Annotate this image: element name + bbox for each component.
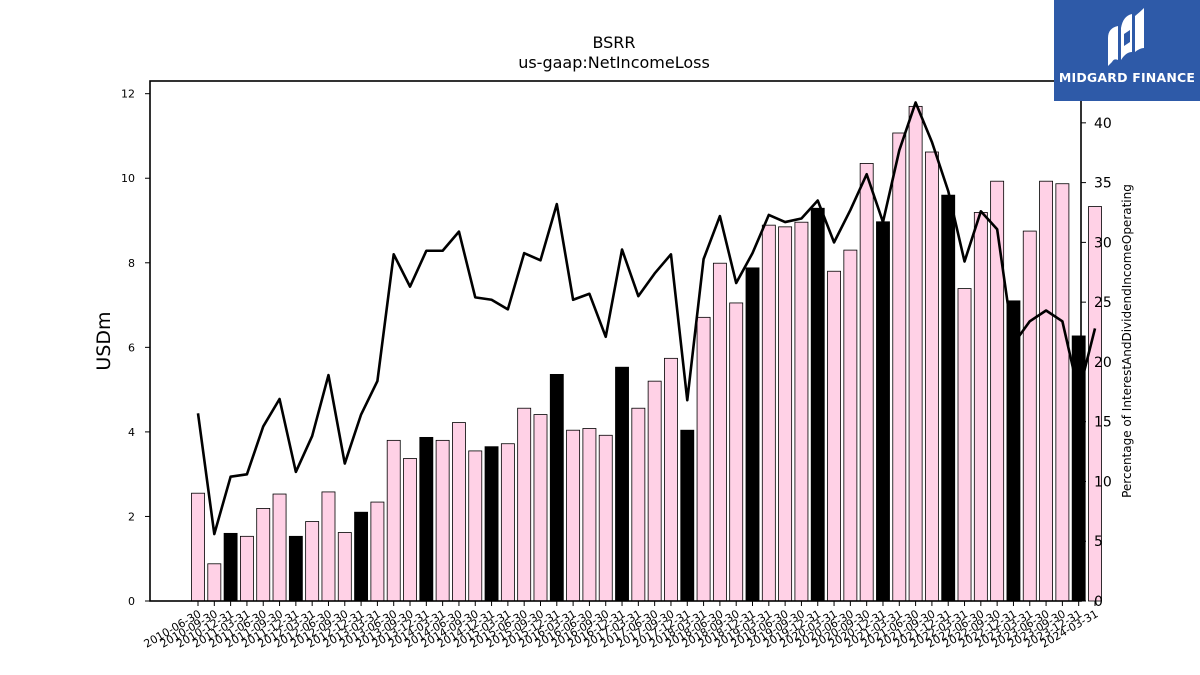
bar — [1055, 183, 1070, 602]
bar — [549, 373, 564, 602]
y2-tick-label: 5 — [1094, 534, 1103, 550]
chart-title: BSRR — [592, 33, 635, 52]
y2-tick-label: 15 — [1094, 415, 1112, 431]
bar — [566, 429, 581, 602]
bar — [827, 270, 841, 602]
bar — [272, 493, 287, 602]
y2-tick-label: 40 — [1094, 116, 1112, 132]
bar — [582, 428, 597, 602]
bar — [533, 414, 548, 602]
bars-layer — [191, 105, 1102, 602]
y2-tick-label: 35 — [1094, 176, 1112, 192]
bar — [941, 194, 956, 602]
y2-axis-label: Percentage of InterestAndDividendIncomeO… — [1120, 184, 1134, 498]
bar — [386, 439, 401, 602]
bar — [892, 132, 907, 602]
bar — [712, 262, 727, 602]
bar — [696, 316, 711, 602]
bar — [631, 407, 646, 602]
bar — [908, 105, 923, 602]
y-tick-label: 4 — [128, 426, 135, 439]
bar — [957, 288, 972, 602]
bar — [517, 407, 532, 602]
bar — [403, 458, 417, 602]
bar — [191, 492, 205, 602]
y-tick-label: 2 — [128, 510, 135, 523]
bar — [1022, 230, 1037, 602]
bar — [223, 532, 238, 602]
plot-frame — [149, 80, 1082, 602]
series-line — [196, 101, 1097, 536]
midgard-finance-logo: MIDGARD FINANCE — [1054, 0, 1200, 101]
bar — [305, 521, 320, 602]
y-tick-label: 8 — [128, 257, 135, 270]
bar — [810, 207, 825, 602]
y-axis-label: USDm — [93, 311, 115, 370]
logo-mark-icon — [1108, 8, 1144, 66]
bar — [370, 501, 385, 602]
bar — [1039, 180, 1054, 602]
y2-tick-label: 20 — [1094, 355, 1112, 371]
logo-text: MIDGARD FINANCE — [1058, 70, 1196, 85]
bar — [843, 249, 858, 602]
bar — [794, 221, 809, 602]
bar — [354, 511, 369, 602]
bar — [876, 221, 890, 602]
y2-tick-label: 0 — [1094, 594, 1103, 610]
y2-tick-label: 25 — [1094, 295, 1112, 311]
bar — [615, 366, 629, 602]
y2-tick-label: 10 — [1094, 474, 1112, 490]
bar — [729, 302, 744, 602]
bar — [500, 443, 515, 602]
bar — [745, 267, 760, 602]
bar — [990, 180, 1005, 602]
bar — [664, 357, 678, 602]
bar — [680, 429, 695, 602]
bar — [859, 163, 874, 602]
bar — [778, 226, 793, 602]
chart-subtitle: us-gaap:NetIncomeLoss — [518, 53, 710, 72]
bar — [337, 532, 352, 602]
y-tick-label: 10 — [121, 172, 135, 185]
bar — [452, 422, 466, 602]
bar — [647, 380, 662, 602]
bar — [924, 151, 939, 602]
bar — [1006, 300, 1021, 602]
bar — [207, 563, 222, 602]
axes-layer: 02468101205101520253035402010-06-302010-… — [121, 80, 1112, 651]
bar — [468, 450, 483, 602]
bar — [973, 212, 988, 602]
bar — [239, 535, 254, 602]
bar — [321, 491, 336, 602]
bar — [761, 224, 776, 602]
line-layer — [196, 101, 1097, 536]
bar — [435, 439, 450, 602]
y2-tick-label: 30 — [1094, 235, 1112, 251]
y-tick-label: 6 — [128, 341, 135, 354]
y-tick-label: 0 — [128, 595, 135, 608]
bar — [598, 434, 613, 602]
bar — [484, 446, 499, 602]
bar — [288, 535, 303, 602]
bar — [256, 508, 271, 602]
bar — [419, 436, 434, 602]
y-tick-label: 12 — [121, 88, 135, 101]
